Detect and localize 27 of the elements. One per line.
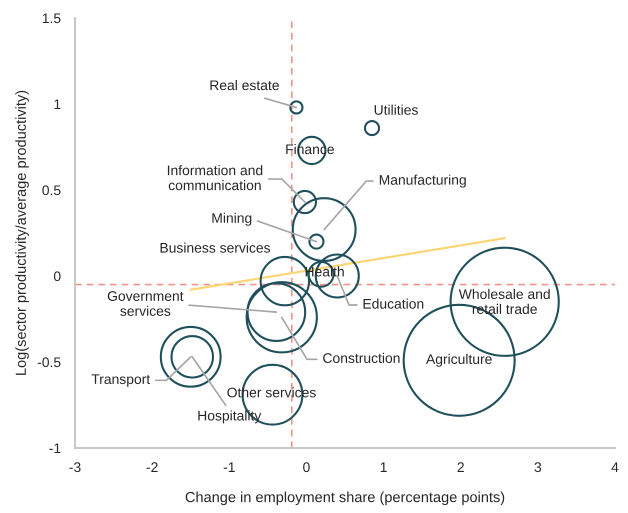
- x-tick-label: -2: [146, 462, 158, 472]
- annotation: Manufacturing: [380, 174, 466, 188]
- y-tick-label: 1: [54, 99, 60, 110]
- annotation: Information and communication: [168, 165, 262, 190]
- annotation: Education: [364, 298, 424, 309]
- y-tick-label: 1.5: [42, 13, 61, 24]
- y-axis-title: Log(sector productivity/average productivity): [15, 90, 29, 375]
- annotation: Business services: [160, 242, 270, 253]
- x-tick-label: 2: [458, 462, 464, 472]
- x-tick-label: -1: [224, 462, 235, 472]
- annotation: Agriculture: [426, 354, 492, 367]
- annotation: Utilities: [374, 104, 418, 115]
- annotation: Construction: [323, 352, 400, 364]
- x-axis-title: Change in employment share (percentage points): [186, 492, 504, 506]
- annotation: Government services: [108, 291, 184, 316]
- y-tick-label: 0: [54, 271, 61, 282]
- annotation: Real estate: [210, 80, 279, 90]
- x-tick-label: 4: [611, 462, 618, 472]
- annotation: Mining: [212, 212, 252, 226]
- y-tick-label: -1: [49, 443, 60, 454]
- y-tick-label: 0.5: [42, 185, 61, 196]
- x-tick-label: -3: [69, 462, 81, 472]
- x-tick-label: 3: [534, 462, 542, 472]
- y-tick-label: -0.5: [38, 357, 61, 368]
- annotation: Transport: [92, 374, 150, 387]
- x-tick-label: 0: [303, 462, 310, 472]
- x-tick-label: 1: [380, 462, 387, 472]
